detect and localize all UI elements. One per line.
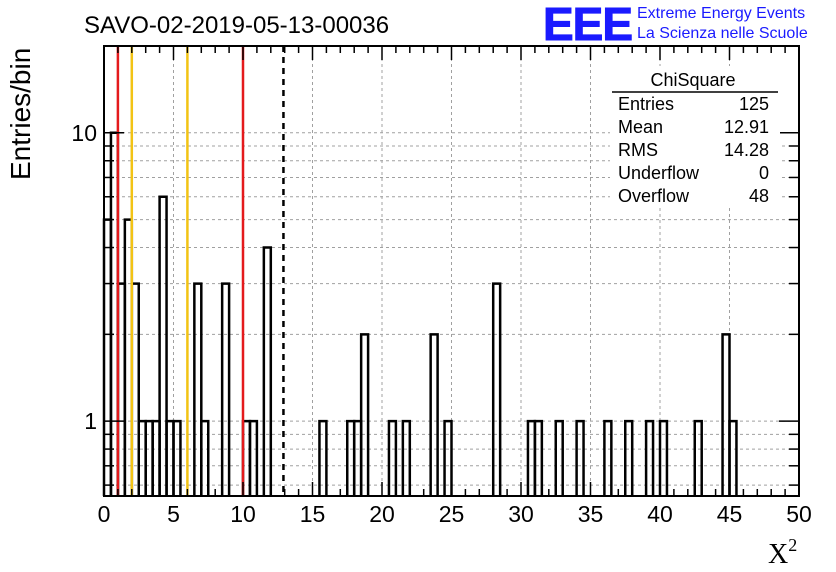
histogram-bin	[443, 419, 453, 496]
stats-label: Underflow	[618, 163, 700, 183]
histogram-bin	[262, 246, 273, 496]
x-tick-label: 50	[786, 501, 812, 527]
x-tick-label: 35	[578, 501, 604, 527]
stats-label: RMS	[618, 140, 658, 160]
stats-value: 48	[749, 186, 769, 206]
histogram-bin	[359, 333, 370, 496]
eee-logo: EEE Extreme Energy Events La Scienza nel…	[543, 0, 808, 51]
x-tick-label: 30	[508, 501, 534, 527]
chart-title: SAVO-02-2019-05-13-00036	[84, 12, 389, 39]
stats-label: Overflow	[618, 186, 690, 206]
logo-letters: EEE	[543, 0, 632, 50]
histogram-bin	[193, 282, 203, 496]
x-tick-label: 0	[98, 501, 111, 527]
stats-value: 14.28	[724, 140, 769, 160]
histogram-bin	[624, 419, 634, 496]
histogram-bin	[429, 333, 439, 496]
x-axis-title-base: X	[768, 539, 788, 570]
stats-label: Mean	[618, 117, 663, 137]
histogram-bin	[658, 419, 669, 496]
logo-line-2: La Scienza nelle Scuole	[637, 25, 808, 42]
x-axis-title: X2	[768, 535, 797, 570]
stats-value: 0	[759, 163, 769, 183]
logo-line-1: Extreme Energy Events	[637, 5, 805, 22]
histogram-bin	[172, 419, 182, 496]
stats-title: ChiSquare	[650, 70, 735, 90]
histogram-bin	[575, 419, 585, 496]
x-tick-label: 15	[300, 501, 326, 527]
y-tick-label: 1	[84, 408, 97, 434]
x-tick-labels: 0 5 10 15 20 25 30 35 40 45 50	[98, 501, 812, 527]
y-axis-title: Entries/bin	[5, 48, 36, 180]
stats-value: 125	[739, 94, 769, 114]
x-tick-label: 20	[369, 501, 395, 527]
histogram	[102, 131, 738, 496]
histogram-bin	[220, 282, 231, 496]
x-tick-label: 5	[167, 501, 180, 527]
axes	[103, 45, 800, 497]
histogram-bin	[728, 419, 738, 496]
histogram-bin	[387, 419, 398, 496]
stats-box: ChiSquare Entries 125 Mean 12.91 RMS 14.28 Und…	[610, 66, 780, 208]
histogram-bin	[248, 419, 259, 496]
histogram-bin	[158, 195, 168, 496]
stats-box-background	[610, 66, 780, 208]
stats-label: Entries	[618, 94, 674, 114]
histogram-bin	[644, 419, 655, 496]
x-tick-label: 45	[717, 501, 743, 527]
histogram-bin	[401, 419, 412, 496]
histogram-bin	[721, 333, 731, 496]
x-axis-title-sup: 2	[788, 535, 797, 555]
x-tick-label: 40	[647, 501, 673, 527]
histogram-bin	[693, 419, 703, 496]
stats-value: 12.91	[724, 117, 769, 137]
histogram-bin	[200, 419, 210, 496]
histogram-bin	[554, 419, 564, 496]
histogram-bin	[603, 419, 613, 496]
y-tick-label: 10	[71, 120, 97, 146]
x-tick-label: 25	[439, 501, 465, 527]
y-tick-labels: 1 10	[71, 120, 97, 434]
histogram-bin	[491, 282, 502, 496]
x-tick-label: 10	[230, 501, 256, 527]
histogram-bin	[318, 419, 328, 496]
histogram-bin	[533, 419, 544, 496]
